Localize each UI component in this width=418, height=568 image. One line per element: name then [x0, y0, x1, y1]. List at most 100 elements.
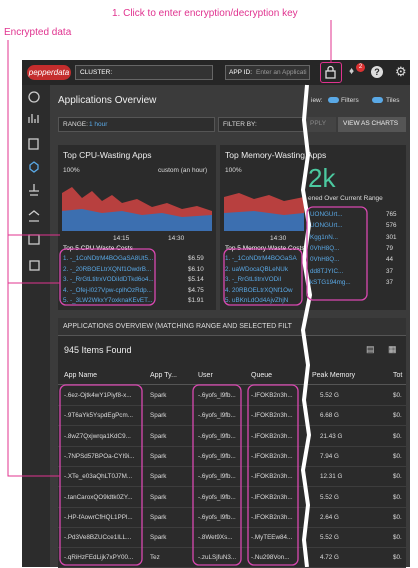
label: APP ID: — [229, 69, 253, 76]
cell: 6.68 G — [320, 412, 339, 420]
cell: -.lFOKB2n3h... — [251, 432, 293, 440]
cell: -.lFOKB2n3h... — [251, 493, 293, 501]
row-rule — [58, 465, 406, 467]
column-header: App Ty... — [150, 372, 177, 379]
panel-title: Top Memory-Wasting Apps — [225, 150, 327, 160]
column-header: User — [198, 372, 213, 379]
export-icon[interactable]: ▤ — [366, 344, 375, 354]
top-count: 37 — [386, 267, 394, 275]
cell: -.HP-fAowrCfHQL1PPl... — [64, 513, 133, 521]
list-item: 3. -_RrGtLtitrxVODiI — [225, 276, 282, 283]
list-item: 1. -_1CoNDtrM4BOGaSA — [225, 255, 297, 262]
list-cost: $1.91 — [188, 297, 204, 304]
list-item: 3. -_RrGtLtitrxVODiIdDTkd6o4... — [63, 276, 154, 283]
lock-icon — [325, 65, 336, 79]
list-item: 5. -_3LW2WkxY7oxknaKEvET... — [63, 297, 153, 304]
badge: 2 — [356, 63, 365, 72]
app-id-input[interactable]: APP ID: Enter an Applicati — [225, 65, 310, 80]
cell: $0. — [393, 412, 402, 420]
annotation: Encrypted data — [4, 27, 72, 38]
cell: -.6ez-Ojtk4wY1Piyf8-x... — [64, 392, 132, 399]
label: CLUSTER: — [80, 69, 113, 76]
cell: Tez — [150, 554, 160, 562]
column-header: Queue — [251, 372, 273, 379]
row-rule — [58, 445, 406, 447]
row-rule — [58, 425, 406, 427]
value: 1 hour — [89, 121, 108, 128]
axis-label: 100% — [225, 167, 242, 174]
cell: $0. — [393, 513, 402, 521]
help-icon[interactable]: ? — [371, 66, 383, 78]
top-count: 301 — [386, 233, 397, 241]
cell: 5.52 G — [320, 493, 339, 501]
table-title-bar: APPLICATIONS OVERVIEW (MATCHING RANGE AN… — [58, 318, 406, 336]
x-label: 14:30 — [168, 235, 185, 242]
bell-icon[interactable]: ♦ — [349, 66, 355, 77]
cell: -.lFOKB2n3h... — [251, 412, 293, 420]
top-item: dd8TJYIC... — [310, 267, 344, 275]
top-item: UONGUrt... — [310, 211, 343, 218]
table-title: APPLICATIONS OVERVIEW (MATCHING RANGE AN… — [63, 323, 292, 330]
list-item: 4. 20RBOELtrXQNf1Ow — [225, 286, 293, 294]
axis-label: 100% — [63, 167, 80, 174]
cell: 21.43 G — [320, 432, 343, 440]
placeholder: Enter an Applicati — [256, 69, 307, 76]
top-count: 576 — [386, 222, 397, 230]
x-label: 14:15 — [113, 235, 130, 242]
x-label: 14:30 — [270, 235, 287, 242]
area-chart — [62, 187, 212, 231]
view-charts-button[interactable]: VIEW AS CHARTS — [338, 117, 406, 132]
top-count: 44 — [386, 256, 394, 264]
cell: Spark — [150, 534, 167, 542]
row-rule — [58, 506, 406, 508]
label: FILTER BY: — [223, 121, 257, 128]
label: VIEW AS CHARTS — [343, 120, 399, 127]
tiles-toggle[interactable] — [372, 97, 383, 103]
top-item: Kgg1nN... — [310, 233, 339, 241]
top-count: 79 — [386, 244, 394, 252]
cell: Spark — [150, 452, 167, 460]
cell: -.MyTEEw84... — [251, 534, 293, 542]
row-rule — [58, 405, 406, 406]
cell: -.6yofs_l9fb... — [198, 493, 236, 501]
cell: $0. — [393, 473, 402, 481]
cell: -.6yofs_l9fb... — [198, 473, 236, 481]
cell: -.XTe_e03aQhLT0J7M... — [64, 473, 133, 481]
cell: -.lFOKB2n3h... — [251, 513, 293, 521]
label: RANGE: — [63, 121, 88, 128]
cell: -.6yofs_l9fb... — [198, 432, 236, 440]
cluster-select[interactable]: CLUSTER: — [75, 65, 213, 80]
top-count: 37 — [386, 278, 394, 286]
list-item: 2. -_20RBOELtrXQNf1OwdrB... — [63, 265, 152, 273]
settings-icon[interactable]: ⚙ — [395, 64, 407, 79]
cell: $0. — [393, 452, 402, 460]
lock-button[interactable] — [320, 62, 342, 83]
cell: Spark — [150, 513, 167, 521]
top-item: kSTG194mg... — [310, 278, 351, 286]
annotation: 1. Click to enter encryption/decryption … — [112, 8, 298, 19]
cell: -.6yofs_l9fb... — [198, 412, 236, 420]
toggle-label: Tiles — [386, 97, 400, 104]
cell: -.lFOKB2n3h... — [251, 392, 293, 399]
item-count: 945 Items Found — [64, 345, 132, 355]
top-item: UONGUrt... — [310, 222, 343, 230]
cpu-panel: Top CPU-Wasting Apps 100% custom (an hou… — [58, 145, 216, 310]
cell: -.6yofs_l9fb... — [198, 452, 236, 460]
filters-toggle[interactable] — [328, 97, 339, 103]
cell: 4.72 G — [320, 554, 339, 562]
caption: ened Over Current Range — [308, 195, 383, 202]
cell: 7.94 G — [320, 452, 339, 460]
range-select[interactable]: RANGE: 1 hour — [58, 117, 215, 132]
overlay — [59, 84, 368, 567]
cell: -.lFOKB2n3h... — [251, 452, 293, 460]
cell: $0. — [393, 432, 402, 440]
cell: -.8Wet9Xs... — [198, 534, 233, 542]
row-rule — [58, 547, 406, 549]
apply-button[interactable]: PPLY — [306, 117, 336, 132]
filter-select[interactable]: FILTER BY: — [218, 117, 304, 132]
cell: $0. — [393, 534, 402, 542]
cell: Spark — [150, 473, 167, 481]
columns-icon[interactable]: ▦ — [388, 344, 397, 354]
cell: -.qRiHzFEdLijk7xPY00... — [64, 554, 134, 562]
